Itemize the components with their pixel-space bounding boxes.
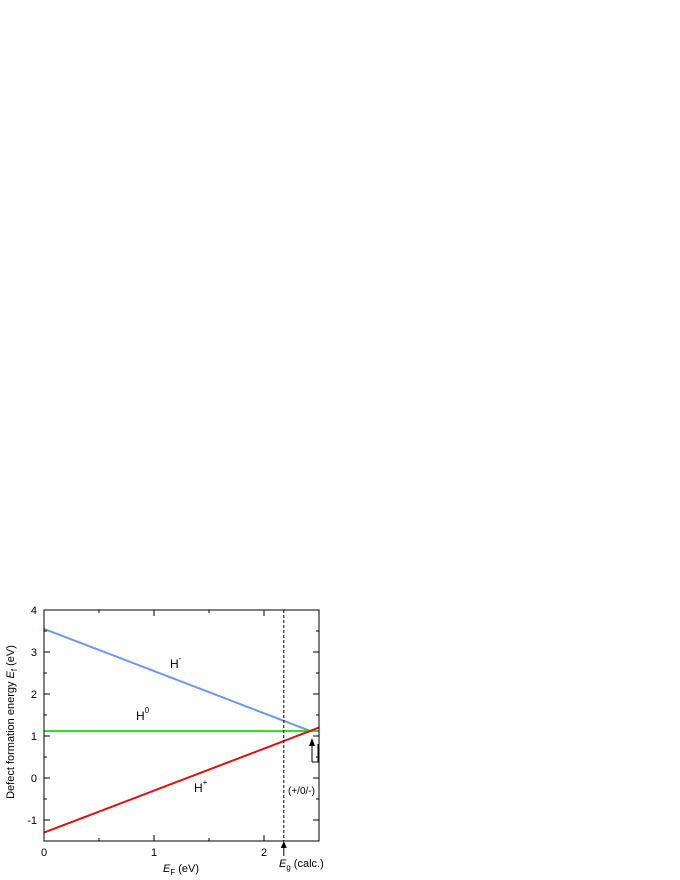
- series-charge: -: [179, 654, 182, 663]
- series-label: H-: [170, 654, 182, 671]
- y-axis-title: Defect formation energy Ef (eV): [5, 645, 19, 799]
- series-name: H: [170, 657, 179, 671]
- label-symbol: E: [5, 670, 17, 678]
- label-subscript: g: [286, 863, 290, 872]
- series-label: H+: [194, 778, 208, 795]
- y-tick-label: -1: [27, 815, 37, 827]
- x-tick-label: 1: [151, 847, 157, 859]
- label-unit: (calc.): [294, 858, 324, 870]
- arrow-head: [309, 738, 315, 746]
- annotation: (+/0/-): [288, 786, 315, 797]
- x-axis-title: EF (eV): [163, 863, 199, 877]
- label-symbol: E: [279, 858, 287, 870]
- series-name: H: [194, 781, 203, 795]
- series-charge: 0: [145, 706, 150, 715]
- x-tick-label: 0: [41, 847, 47, 859]
- label-subscript: F: [170, 868, 175, 877]
- x-tick-label: 2: [261, 847, 267, 859]
- series-charge: +: [203, 778, 208, 787]
- plot-frame: [43, 609, 320, 842]
- bracket: [312, 744, 319, 763]
- label-subscript: f: [10, 668, 19, 671]
- arrow-head: [280, 841, 287, 848]
- y-tick-label: 3: [31, 647, 37, 659]
- label-text: Defect formation energy: [5, 681, 17, 799]
- y-tick-label: 0: [31, 773, 37, 785]
- y-tick-label: 2: [31, 689, 37, 701]
- series-label: H0: [136, 706, 150, 723]
- series-line: [43, 726, 320, 834]
- series-name: H: [136, 709, 145, 723]
- series-line: [43, 627, 311, 732]
- y-tick-label: 4: [31, 605, 37, 617]
- y-tick-label: 1: [31, 731, 37, 743]
- label-unit: (eV): [5, 645, 17, 666]
- band-gap-label: Eg (calc.): [279, 858, 324, 872]
- label-unit: (eV): [178, 863, 199, 875]
- label-symbol: E: [163, 863, 171, 875]
